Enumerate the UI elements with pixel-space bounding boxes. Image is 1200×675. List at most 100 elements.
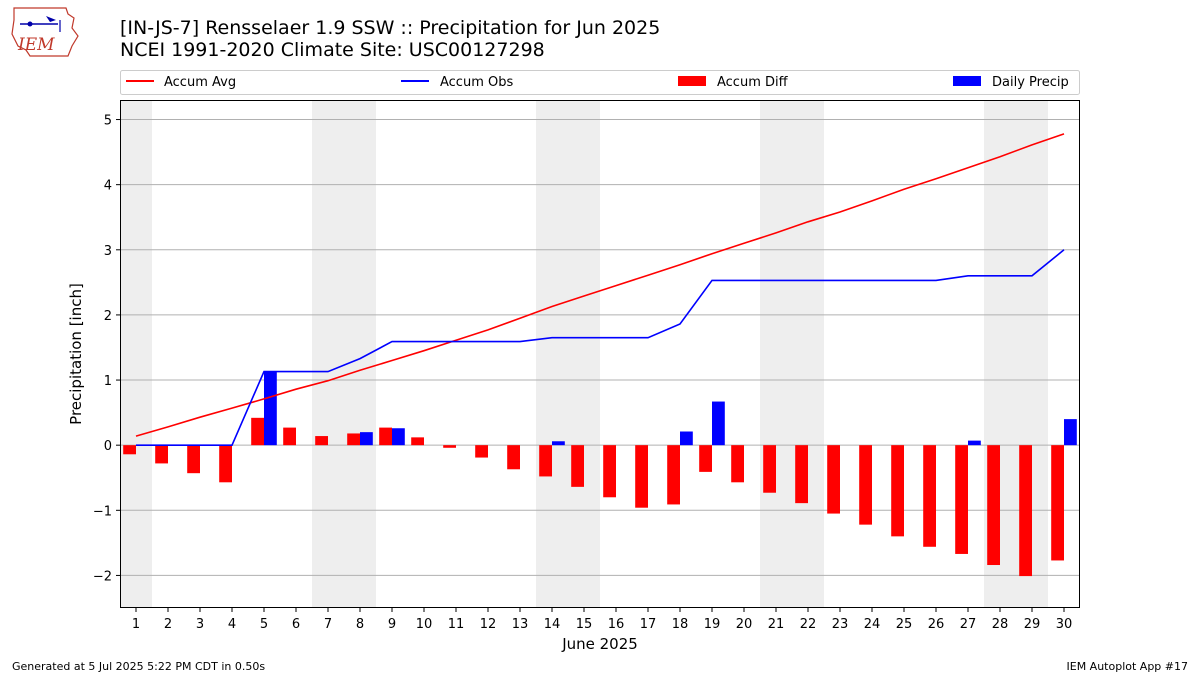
x-tick-label: 25 [896,617,913,632]
x-tick-label: 29 [1024,617,1041,632]
x-tick-label: 1 [132,617,140,632]
accum-diff-bar [155,445,168,464]
x-tick-label: 8 [356,617,364,632]
x-tick-label: 19 [704,617,721,632]
title-line-2: NCEI 1991-2020 Climate Site: USC00127298 [120,39,545,61]
weekend-band [536,100,568,608]
y-tick-label: −2 [93,569,112,584]
daily-precip-bar [392,428,405,446]
x-tick-label: 30 [1056,617,1073,632]
accum-diff-bar [315,436,328,446]
accum-avg-line [135,133,1065,437]
legend-label-obs: Accum Obs [440,75,513,90]
bars-layer [123,371,1077,577]
daily-precip-bar [680,431,693,446]
y-tick-label: 1 [104,374,112,389]
accum-diff-bar [667,445,680,505]
weekend-band [568,100,600,608]
daily-precip-bar [968,440,981,446]
x-tick-label: 17 [640,617,657,632]
x-tick-label: 15 [576,617,593,632]
x-tick-label: 11 [448,617,465,632]
x-tick-label: 23 [832,617,849,632]
weekend-band [344,100,376,608]
legend: Accum Avg Accum Obs Accum Diff Daily Precip [120,70,1080,95]
accum-diff-bar [987,445,1000,566]
y-axis-label: Precipitation [inch] [67,283,85,425]
accum-diff-bar [635,445,648,508]
y-axis: −2 −1 0 1 2 3 4 5 [93,114,120,584]
accum-obs-line [136,249,1065,447]
x-tick-label: 22 [800,617,817,632]
legend-swatch-daily [953,76,981,86]
daily-precip-bar [552,441,565,446]
weekend-band [760,100,792,608]
plot-frame [120,100,1080,608]
title-line-1: [IN-JS-7] Rensselaer 1.9 SSW :: Precipit… [120,17,661,39]
accum-diff-bar [475,445,488,458]
y-tick-label: 2 [104,309,112,324]
legend-label-diff: Accum Diff [717,75,789,90]
x-axis: 1 2 3 4 5 6 7 8 9 10 11 12 13 14 15 16 17 18 19 20 21 22 23 24 2… [132,608,1072,632]
x-tick-label: 27 [960,617,977,632]
app-note: IEM Autoplot App #17 [1066,660,1189,673]
accum-diff-bar [891,445,904,537]
y-tick-label: 4 [104,179,112,194]
accum-diff-bar [571,445,584,487]
x-tick-label: 7 [324,617,332,632]
y-tick-label: 3 [104,244,112,259]
x-tick-label: 26 [928,617,945,632]
legend-label-avg: Accum Avg [164,75,236,90]
accum-diff-bar [219,445,232,483]
y-tick-label: 5 [104,114,112,129]
accum-diff-bar [923,445,936,547]
daily-precip-bar [264,371,277,446]
x-tick-label: 12 [480,617,497,632]
daily-precip-bar [712,401,725,446]
x-tick-label: 3 [196,617,204,632]
x-tick-label: 18 [672,617,689,632]
accum-diff-bar [507,445,520,470]
x-tick-label: 5 [260,617,268,632]
x-tick-label: 14 [544,617,561,632]
accum-diff-bar [795,445,808,504]
accum-diff-bar [827,445,840,514]
accum-diff-bar [123,445,136,455]
accum-diff-bar [859,445,872,525]
x-tick-label: 20 [736,617,753,632]
accum-diff-bar [955,445,968,554]
iem-logo: IEM [8,6,80,60]
x-tick-label: 2 [164,617,172,632]
accum-diff-bar [251,417,264,446]
gridlines [120,119,1080,576]
accum-diff-bar [1019,445,1032,577]
legend-label-daily: Daily Precip [992,75,1069,90]
legend-swatch-diff [678,76,706,86]
x-tick-label: 13 [512,617,529,632]
accum-diff-bar [347,433,360,446]
weekend-band [792,100,824,608]
lines-layer [135,133,1065,447]
x-tick-label: 28 [992,617,1009,632]
accum-diff-bar [379,427,392,446]
daily-precip-bar [360,432,373,446]
accum-diff-bar [603,445,616,498]
x-tick-label: 16 [608,617,625,632]
accum-diff-bar [1051,445,1064,561]
logo-text: IEM [17,35,55,55]
accum-diff-bar [283,427,296,446]
accum-diff-bar [699,445,712,472]
x-tick-label: 6 [292,617,300,632]
weekend-band [312,100,344,608]
accum-diff-bar [411,437,424,446]
x-tick-label: 4 [228,617,236,632]
weekend-band [120,100,152,608]
x-tick-label: 10 [416,617,433,632]
chart-title: [IN-JS-7] Rensselaer 1.9 SSW :: Precipit… [120,17,660,61]
accum-diff-bar [187,445,200,474]
x-tick-label: 24 [864,617,881,632]
accum-diff-bar [763,445,776,493]
x-tick-label: 21 [768,617,785,632]
accum-diff-bar [539,445,552,477]
